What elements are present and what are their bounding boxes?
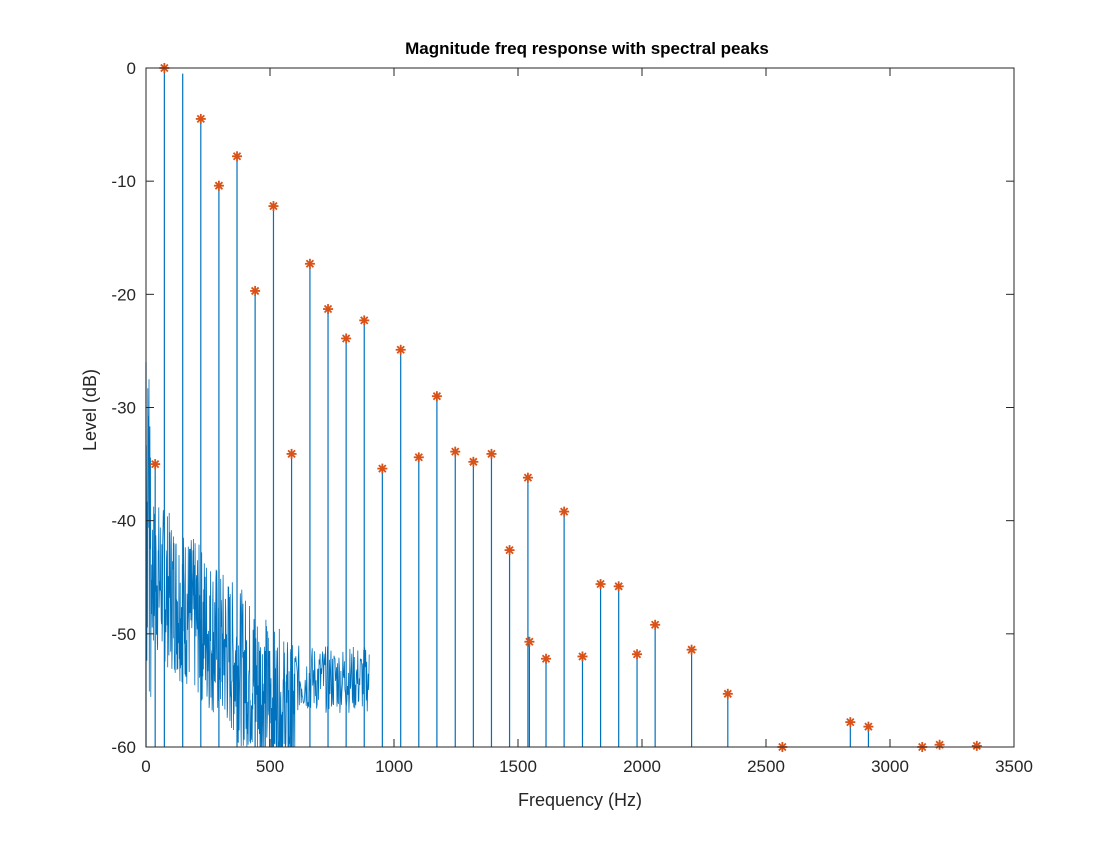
peak-marker-3	[213, 180, 224, 191]
x-tick-label-0: 0	[141, 757, 150, 776]
noise-floor-layer	[145, 379, 370, 748]
peak-marker-11	[359, 315, 370, 326]
y-tick-label-3: -30	[111, 399, 136, 418]
peak-marker-19	[504, 545, 515, 556]
peak-marker-27	[632, 649, 643, 660]
noise-floor-trace	[145, 379, 370, 748]
y-axis-label: Level (dB)	[80, 369, 100, 451]
peak-markers-layer	[150, 63, 982, 752]
peak-marker-10	[341, 333, 352, 344]
peak-marker-0	[150, 459, 161, 470]
peak-marker-22	[541, 653, 552, 664]
peak-marker-14	[413, 452, 424, 463]
y-tick-label-5: -50	[111, 625, 136, 644]
peak-marker-13	[395, 344, 406, 355]
peak-marker-32	[845, 717, 856, 728]
peak-marker-28	[650, 619, 661, 630]
peak-marker-33	[863, 721, 874, 732]
peak-marker-21	[524, 636, 535, 647]
peak-marker-23	[559, 506, 570, 517]
y-tick-label-1: -10	[111, 172, 136, 191]
peak-marker-6	[268, 201, 279, 212]
peak-marker-29	[686, 644, 697, 655]
x-tick-label-3: 1500	[499, 757, 537, 776]
peak-marker-2	[195, 113, 206, 124]
x-axis-label: Frequency (Hz)	[518, 790, 642, 810]
spectrum-lines-layer	[145, 68, 870, 747]
peak-marker-15	[431, 391, 442, 402]
ticks-layer: 0 500 1000 1500 2000 2500 3000 3500 0 -10 -20 -30 -4…	[111, 59, 1032, 776]
peak-marker-9	[323, 304, 334, 315]
y-tick-label-2: -20	[111, 285, 136, 304]
x-tick-label-5: 2500	[747, 757, 785, 776]
x-tick-label-2: 1000	[375, 757, 413, 776]
y-tick-label-0: 0	[127, 59, 136, 78]
peak-marker-16	[450, 446, 461, 457]
peak-marker-36	[971, 740, 982, 751]
x-tick-label-1: 500	[256, 757, 284, 776]
peak-marker-30	[722, 688, 733, 699]
peak-marker-18	[486, 448, 497, 459]
y-tick-label-4: -40	[111, 512, 136, 531]
peak-marker-26	[613, 581, 624, 592]
peak-marker-35	[934, 739, 945, 750]
y-tick-label-6: -60	[111, 738, 136, 757]
peak-marker-4	[232, 151, 243, 162]
peak-marker-7	[286, 448, 297, 459]
x-tick-label-4: 2000	[623, 757, 661, 776]
peak-marker-5	[250, 285, 261, 296]
peak-marker-17	[468, 456, 479, 467]
peak-marker-24	[577, 651, 588, 662]
peak-marker-20	[522, 472, 533, 483]
peak-marker-8	[304, 258, 315, 269]
peak-marker-25	[595, 579, 606, 590]
chart-title: Magnitude freq response with spectral pe…	[405, 39, 769, 58]
x-tick-label-6: 3000	[871, 757, 909, 776]
x-tick-label-7: 3500	[995, 757, 1033, 776]
peak-marker-12	[377, 463, 388, 474]
